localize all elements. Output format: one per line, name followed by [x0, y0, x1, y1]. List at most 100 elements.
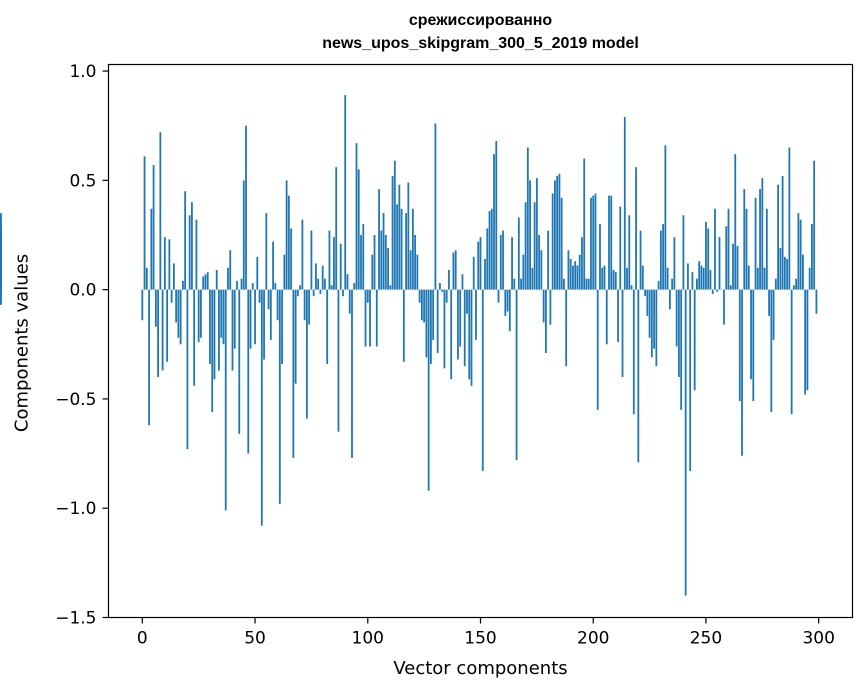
bar-154 [488, 210, 491, 290]
bar-262 [732, 243, 734, 290]
bar-220 [637, 289, 640, 463]
bar-180 [547, 230, 550, 290]
bar-153 [486, 228, 489, 290]
bar-84 [330, 285, 333, 290]
bar-122 [416, 254, 419, 290]
bar-124 [420, 289, 423, 321]
bar-104 [375, 289, 378, 347]
bar-158 [497, 289, 500, 303]
bar-45 [242, 180, 245, 290]
bar-292 [799, 219, 802, 290]
bar-20 [186, 289, 189, 450]
bar-130 [434, 123, 437, 290]
bar-127 [427, 289, 430, 491]
bar-123 [418, 289, 421, 303]
bar-81 [324, 278, 326, 290]
bar-163 [508, 289, 511, 332]
bar-162 [506, 289, 509, 312]
bar-234 [668, 289, 671, 310]
x-tick-label: 150 [464, 629, 496, 649]
bar-289 [792, 285, 795, 290]
bar-142 [461, 274, 464, 290]
bar-59 [274, 283, 277, 290]
bar-203 [599, 224, 601, 290]
bar-185 [558, 173, 561, 290]
bar-194 [578, 254, 581, 290]
bar-28 [204, 274, 207, 290]
bar-34 [218, 289, 220, 371]
bar-90 [344, 95, 347, 290]
bar-259 [725, 226, 728, 290]
bar-281 [774, 278, 777, 290]
bar-51 [256, 256, 259, 290]
bar-238 [678, 289, 680, 378]
bar-55 [265, 213, 268, 290]
bar-169 [522, 254, 525, 290]
bar-243 [689, 289, 692, 472]
bar-197 [585, 278, 588, 290]
bar-282 [777, 184, 779, 290]
bar-260 [727, 208, 730, 290]
bar-277 [765, 208, 768, 290]
bar-116 [402, 289, 405, 362]
bar-83 [328, 230, 331, 290]
bar-37 [224, 289, 227, 511]
bar-86 [335, 167, 338, 290]
bar-159 [499, 234, 502, 290]
bar-291 [797, 213, 800, 290]
bar-244 [691, 272, 694, 290]
bar-278 [768, 289, 770, 316]
bar-87 [337, 289, 340, 432]
bar-3 [148, 289, 150, 426]
x-axis-label: Vector components [393, 658, 568, 679]
bar-213 [621, 289, 624, 378]
bar-224 [646, 289, 649, 316]
bar-230 [659, 230, 662, 290]
bar-206 [605, 289, 608, 345]
bar-171 [526, 147, 529, 290]
bar-189 [567, 250, 570, 290]
bar-88 [339, 243, 342, 290]
bar-38 [227, 267, 229, 290]
bar-29 [206, 272, 209, 290]
bar-202 [596, 289, 599, 410]
bar-266 [741, 289, 743, 456]
bar-77 [315, 263, 317, 290]
bar-235 [671, 278, 674, 290]
bar-15 [175, 289, 178, 323]
bar-182 [551, 193, 554, 290]
bar-161 [504, 289, 507, 316]
bar-228 [655, 289, 658, 367]
bar-23 [193, 289, 196, 386]
bar-265 [738, 289, 741, 402]
bar-261 [729, 285, 732, 290]
bar-79 [319, 289, 322, 294]
bar-108 [384, 234, 387, 290]
bar-138 [452, 252, 455, 290]
bar-269 [747, 265, 750, 290]
bar-145 [468, 289, 471, 380]
bar-226 [650, 289, 653, 358]
bar-190 [569, 259, 572, 290]
y-axis: 1.0 0.5 0.0 −0.5 −1.0 −1.5 [55, 62, 109, 629]
bar-9 [161, 289, 164, 371]
bar-48 [249, 289, 252, 349]
bar-227 [653, 289, 655, 349]
bar-204 [601, 267, 604, 290]
bar-58 [272, 241, 274, 290]
bar-166 [515, 289, 518, 461]
bar-107 [382, 213, 385, 290]
bar-134 [443, 289, 446, 369]
bar-125 [423, 289, 426, 323]
bar-272 [754, 197, 757, 290]
bar-52 [258, 289, 261, 303]
bar-120 [411, 208, 414, 290]
bar-148 [475, 289, 477, 340]
bar-240 [682, 215, 685, 290]
bar-175 [535, 178, 538, 290]
bar-150 [479, 237, 482, 290]
y-tick-label: −1.5 [55, 609, 96, 629]
bar-263 [734, 154, 737, 290]
bar-193 [576, 265, 579, 290]
bar-132 [439, 283, 441, 290]
